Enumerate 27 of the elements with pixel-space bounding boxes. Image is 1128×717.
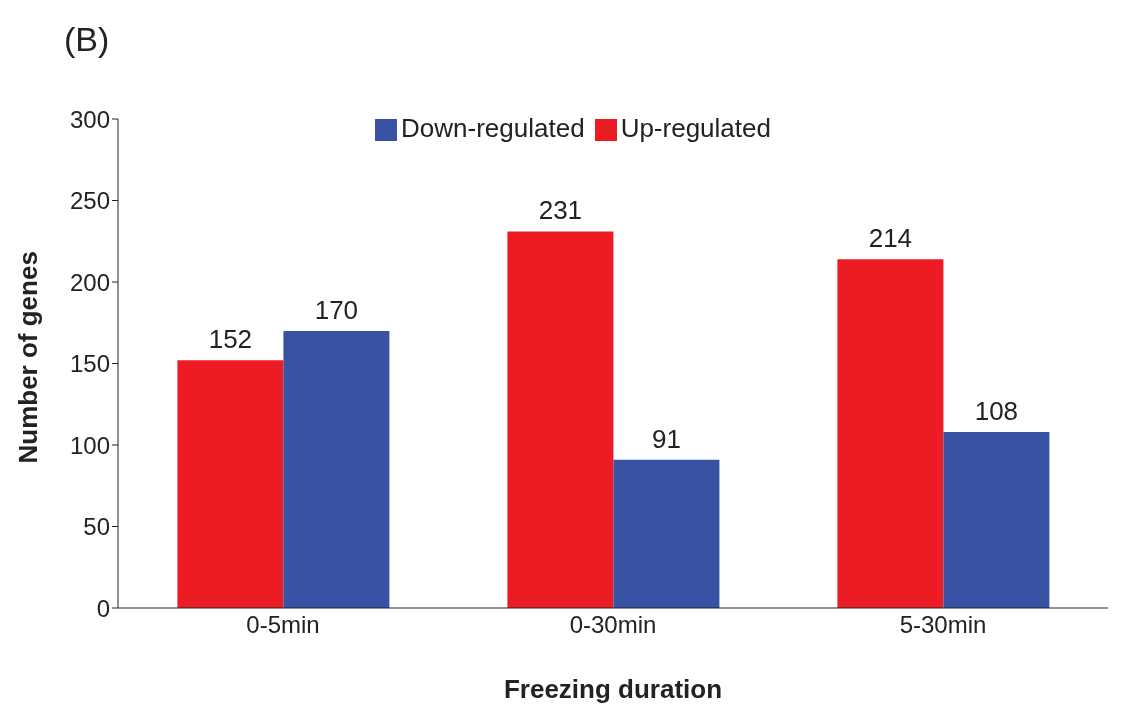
x-tick-label: 5-30min [899,611,987,639]
y-tick-label: 250 [69,187,110,215]
x-tick-label: 0-5min [246,611,320,639]
y-tick-label: 100 [69,431,110,459]
data-label: 170 [314,294,359,325]
data-label: 108 [974,395,1019,426]
bar [943,431,1050,608]
bar [283,330,390,608]
bar [837,259,944,608]
bar [507,231,614,608]
bar [613,459,720,608]
y-tick-label: 300 [69,105,110,133]
x-tick-label: 0-30min [569,611,657,639]
legend-label: Down-regulated [401,113,585,143]
data-label: 231 [538,195,583,226]
x-axis-title: Freezing duration [503,674,723,704]
chart-title: (B) [64,20,110,59]
data-label: 91 [651,423,681,454]
data-label: 152 [208,324,253,355]
y-tick-label: 50 [83,513,110,541]
y-axis-title: Number of genes [13,251,44,464]
data-label: 214 [868,223,913,254]
legend-label: Up-regulated [620,113,771,143]
y-tick-label: 0 [96,594,110,622]
bar [177,360,284,608]
y-tick-label: 200 [69,268,110,296]
y-tick-label: 150 [69,350,110,378]
